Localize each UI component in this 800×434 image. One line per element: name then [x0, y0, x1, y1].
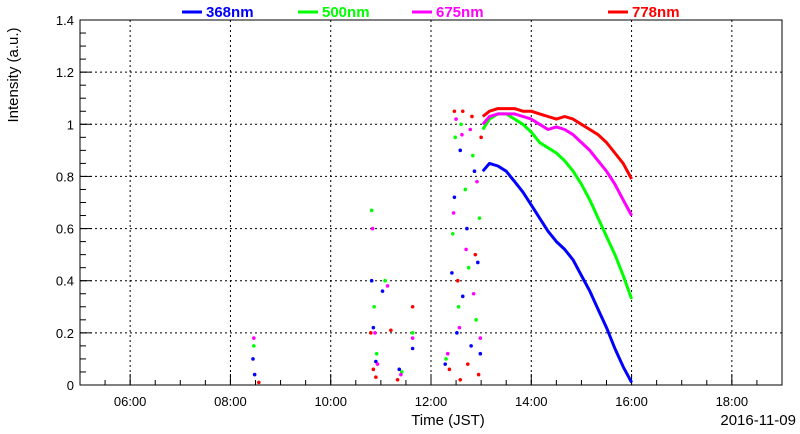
point-778nm — [476, 372, 481, 377]
point-368nm — [397, 367, 402, 372]
point-778nm — [465, 362, 470, 366]
x-tick-label: 12:00 — [415, 394, 448, 409]
point-500nm — [372, 304, 376, 309]
point-675nm — [385, 284, 390, 288]
point-675nm — [464, 247, 468, 252]
x-tick-label: 06:00 — [114, 394, 147, 409]
date-label: 2016-11-09 — [720, 412, 796, 429]
point-500nm — [466, 265, 471, 270]
legend-label-368nm: 368nm — [206, 4, 254, 21]
point-675nm — [468, 127, 473, 132]
point-778nm — [455, 278, 460, 283]
point-778nm — [374, 375, 378, 379]
point-500nm — [410, 331, 415, 335]
point-778nm — [452, 109, 457, 114]
y-tick-label: 0.4 — [56, 274, 74, 289]
x-tick-label: 14:00 — [515, 394, 548, 409]
x-tick-label: 08:00 — [214, 394, 247, 409]
x-tick-label: 10:00 — [314, 394, 347, 409]
point-778nm — [447, 367, 452, 372]
series-line-778nm — [481, 107, 633, 180]
series-layer — [251, 107, 634, 385]
point-675nm — [454, 117, 458, 121]
point-368nm — [469, 344, 473, 348]
axis-ticks: 06:00 08:00 10:00 12:00 14:00 16:00 18:00 0 0.2 0… — [56, 13, 783, 409]
point-500nm — [383, 278, 387, 283]
point-368nm — [371, 325, 376, 330]
point-675nm — [252, 336, 256, 340]
point-368nm — [374, 359, 378, 364]
point-675nm — [478, 336, 483, 340]
x-axis-title: Time (JST) — [411, 412, 485, 429]
point-778nm — [371, 367, 376, 372]
point-368nm — [458, 148, 463, 153]
point-675nm — [460, 132, 464, 137]
legend-label-675nm: 675nm — [436, 4, 484, 21]
legend: 368nm 500nm 675nm 778nm — [182, 4, 680, 21]
point-675nm — [471, 291, 476, 296]
point-778nm — [460, 109, 465, 114]
y-tick-label: 1 — [67, 117, 74, 132]
point-778nm — [369, 331, 373, 335]
point-500nm — [459, 122, 463, 127]
legend-label-500nm: 500nm — [322, 4, 370, 21]
point-368nm — [251, 357, 255, 361]
point-368nm — [465, 226, 469, 231]
point-368nm — [476, 260, 480, 265]
y-tick-label: 1.2 — [56, 65, 74, 80]
y-tick-label: 1.4 — [56, 13, 74, 28]
point-368nm — [369, 278, 374, 283]
point-500nm — [474, 318, 478, 322]
point-500nm — [252, 344, 256, 348]
point-778nm — [389, 328, 393, 333]
point-368nm — [450, 271, 454, 275]
point-675nm — [457, 325, 462, 330]
x-tick-label: 16:00 — [615, 394, 648, 409]
point-675nm — [475, 179, 479, 184]
point-500nm — [470, 153, 475, 158]
point-778nm — [473, 252, 478, 257]
point-778nm — [470, 114, 474, 119]
point-675nm — [399, 372, 403, 377]
grid-lines — [80, 19, 782, 386]
point-368nm — [455, 331, 459, 335]
point-500nm — [453, 135, 458, 140]
point-675nm — [375, 362, 380, 366]
point-500nm — [477, 216, 482, 220]
point-675nm — [445, 351, 450, 356]
point-675nm — [370, 226, 375, 231]
point-675nm — [373, 331, 377, 335]
point-500nm — [456, 304, 461, 309]
point-778nm — [395, 377, 400, 382]
point-368nm — [252, 372, 257, 377]
y-tick-label: 0.6 — [56, 222, 74, 237]
point-500nm — [450, 231, 455, 236]
series-line-368nm — [481, 161, 633, 384]
legend-label-778nm: 778nm — [632, 4, 680, 21]
point-368nm — [478, 351, 483, 356]
point-778nm — [458, 377, 463, 382]
point-368nm — [380, 289, 385, 293]
point-778nm — [257, 380, 261, 385]
point-368nm — [460, 294, 465, 299]
y-tick-label: 0.8 — [56, 169, 74, 184]
point-368nm — [410, 346, 415, 351]
point-778nm — [479, 135, 483, 140]
point-675nm — [410, 336, 415, 340]
y-tick-label: 0.2 — [56, 326, 74, 341]
x-tick-label: 18:00 — [716, 394, 749, 409]
point-368nm — [443, 362, 448, 366]
point-368nm — [452, 195, 457, 200]
point-675nm — [451, 211, 456, 215]
point-500nm — [444, 357, 448, 361]
point-500nm — [374, 351, 379, 356]
point-500nm — [369, 208, 374, 213]
series-line-675nm — [481, 112, 633, 217]
point-778nm — [410, 304, 415, 309]
point-368nm — [472, 169, 477, 174]
point-500nm — [463, 187, 468, 192]
y-tick-label: 0 — [67, 378, 74, 393]
y-axis-title: Intensity (a.u.) — [5, 27, 22, 122]
